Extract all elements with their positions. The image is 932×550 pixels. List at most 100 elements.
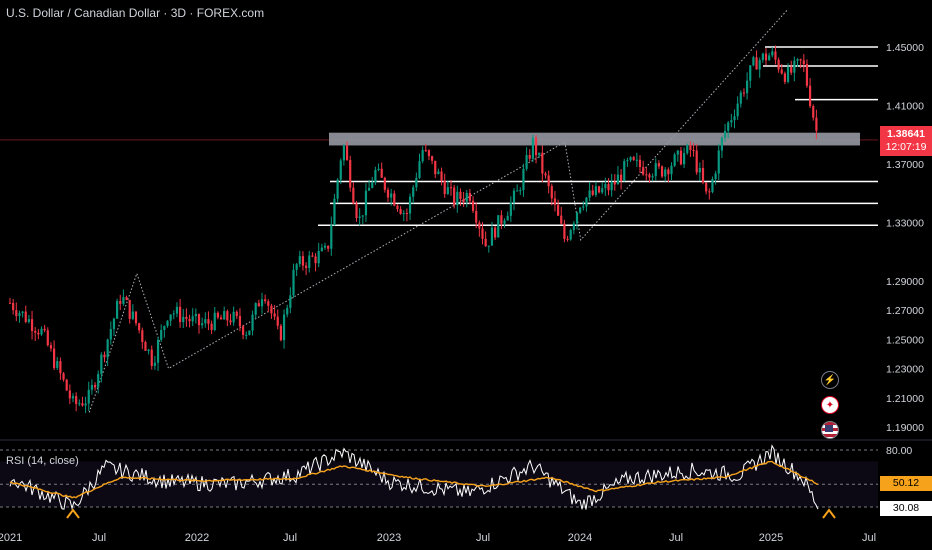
candle-body [642,167,645,175]
candle-body [538,152,541,156]
candle-body [349,160,352,188]
candle-body [727,122,730,131]
candle-body [112,318,116,330]
candle-body [323,245,327,248]
candle-body [264,299,267,302]
candle-body [260,299,264,307]
candle-body [695,150,698,173]
rsi-axis-tick-label: 80.00 [886,445,912,457]
rsi-ma-badge: 50.12 [880,476,932,491]
candle-body [185,316,188,320]
candle-body [799,59,802,61]
candle-body [635,159,638,161]
candle-body [65,379,68,391]
candle-body [24,311,27,322]
candle-body [462,198,465,202]
candle-body [623,161,626,181]
candle-body [257,303,260,307]
candle-body [415,177,418,188]
candle-body [84,403,87,406]
candle-body [311,255,314,257]
candle-body [128,299,131,319]
y-axis-tick-label: 1.37000 [886,159,924,171]
candle-body [569,229,572,240]
canada-flag-icon[interactable]: ✦ [821,396,839,414]
lightning-icon[interactable]: ⚡ [821,371,839,389]
candle-body [150,349,153,366]
candle-body [342,145,345,161]
candle-body [516,190,519,192]
candle-body [723,130,727,138]
candle-body [182,316,185,323]
candle-body [654,163,657,177]
candle-body [733,116,736,121]
candle-body [144,342,147,351]
trend-lines [88,10,788,413]
candle-body [245,334,248,336]
candle-body [714,173,717,180]
candle-body [777,59,780,70]
candle-body [116,301,119,319]
candle-body [651,176,654,178]
candle-body [49,345,53,349]
candle-body [720,137,723,151]
candle-body [749,65,752,81]
candle-body [30,319,34,331]
x-axis-tick-label: 2022 [185,532,209,544]
candle-body [75,396,78,404]
candle-body [169,314,172,321]
countdown-timer: 12:07:19 [885,141,927,153]
candle-body [746,80,749,94]
candle-body [566,238,569,240]
chart-title: U.S. Dollar / Canadian Dollar · 3D · FOR… [6,6,265,20]
candle-body [742,92,746,94]
us-flag-icon[interactable] [821,421,839,439]
candle-body [771,51,774,56]
candle-body [815,117,818,131]
y-axis-tick-label: 1.23000 [886,364,924,376]
candle-body [364,190,368,216]
candle-body [790,67,793,73]
candle-body [153,362,156,366]
candle-body [270,305,273,314]
candle-body [487,245,490,247]
candle-body [160,329,163,340]
candle-body [768,55,771,61]
rsi-low-marker [66,508,80,519]
candle-body [194,314,197,317]
candle-body [339,160,342,180]
candle-body [15,310,18,316]
candle-body [459,191,462,199]
candle-body [213,312,216,330]
candle-body [317,251,320,264]
candle-body [528,155,531,159]
candle-body [802,60,805,64]
candle-body [125,297,128,300]
candle-body [418,161,421,178]
x-axis-tick-label: Jul [92,532,106,544]
candle-body [604,184,607,189]
candle-body [327,245,330,249]
candle-body [579,207,582,213]
candle-body [62,373,65,380]
candle-body [286,307,289,315]
candle-body [399,209,402,214]
candle-body [238,316,242,327]
rsi-value-badge: 30.08 [880,501,932,516]
candle-body [175,306,179,314]
x-axis-tick-label: 2025 [759,532,783,544]
candle-body [352,187,355,204]
candle-body [638,159,642,168]
candle-body [87,389,90,404]
candle-body [701,167,705,183]
candle-body [421,150,424,162]
x-axis-tick-label: Jul [283,532,297,544]
y-axis-tick-label: 1.25000 [886,334,924,346]
candle-body [805,63,809,86]
x-axis-tick-label: 2021 [0,532,22,544]
candle-body [534,137,538,156]
candle-body [708,191,711,193]
candle-body [368,187,371,191]
candle-body [141,330,144,343]
